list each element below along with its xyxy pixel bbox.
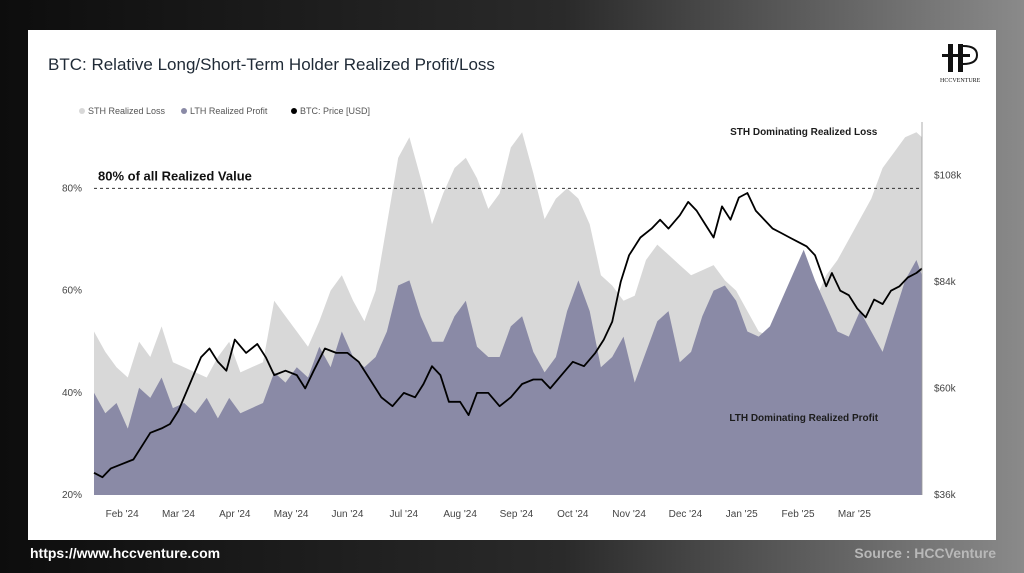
legend: STH Realized Loss LTH Realized Profit BT… [79,106,370,116]
x-tick-label: Oct '24 [557,509,589,520]
reference-line-label: 80% of all Realized Value [98,168,252,183]
y-left-tick-label: 60% [62,286,82,297]
x-tick-label: Sep '24 [500,509,534,520]
annotation-lth-dominating: LTH Dominating Realized Profit [729,413,878,424]
y-left-tick-label: 80% [62,183,82,194]
x-tick-label: Jan '25 [726,509,758,520]
x-tick-label: Aug '24 [443,509,477,520]
y-right-tick-label: $60k [934,383,957,394]
x-tick-label: Mar '24 [162,509,195,520]
legend-label-lth: LTH Realized Profit [190,106,268,116]
footer-url[interactable]: https://www.hccventure.com [30,545,221,561]
x-tick-label: Jun '24 [332,509,364,520]
series-line-btc-price [93,192,923,479]
y-left-tick-label: 20% [62,490,82,501]
legend-marker-lth [181,108,187,114]
plot-area [93,122,923,495]
series-area-lth-realized-profit [94,249,922,495]
x-tick-label: Feb '24 [106,509,139,520]
y-right-tick-label: $108k [934,170,962,181]
y-left-axis: 20% 40% 60% 80% [62,183,82,501]
y-right-tick-label: $84k [934,277,957,288]
x-tick-label: Apr '24 [219,509,251,520]
footer-source: Source : HCCVenture [854,545,996,561]
chart-svg: BTC: Relative Long/Short-Term Holder Rea… [48,44,981,520]
logo-text: HCCVENTURE [940,78,981,84]
legend-label-price: BTC: Price [USD] [300,106,370,116]
hccventure-logo: HCCVENTURE [940,44,981,84]
y-right-axis: $36k $60k $84k $108k [934,170,962,501]
legend-marker-price [291,108,297,114]
legend-label-sth: STH Realized Loss [88,106,166,116]
x-tick-label: May '24 [274,509,309,520]
x-tick-label: Jul '24 [389,509,418,520]
x-tick-label: Feb '25 [782,509,815,520]
annotation-sth-dominating: STH Dominating Realized Loss [730,127,878,138]
x-tick-label: Mar '25 [838,509,871,520]
chart-card: BTC: Relative Long/Short-Term Holder Rea… [28,30,996,540]
y-right-tick-label: $36k [934,490,957,501]
chart-title: BTC: Relative Long/Short-Term Holder Rea… [48,55,495,74]
x-tick-label: Nov '24 [612,509,646,520]
x-axis: Feb '24 Mar '24 Apr '24 May '24 Jun '24 Jul '… [106,509,872,520]
x-tick-label: Dec '24 [669,509,703,520]
legend-marker-sth [79,108,85,114]
y-left-tick-label: 40% [62,388,82,399]
